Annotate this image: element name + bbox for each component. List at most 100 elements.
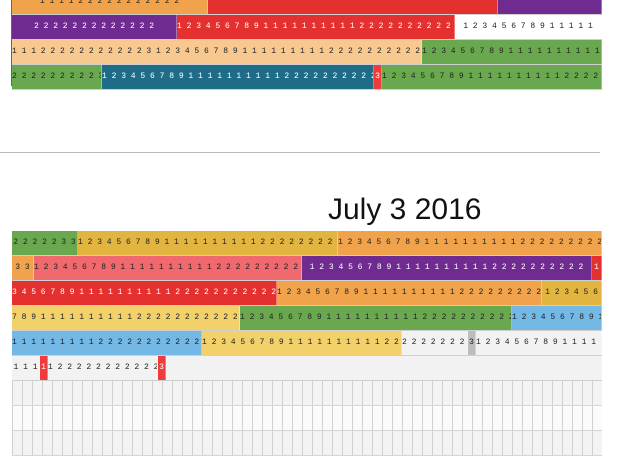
- time-block[interactable]: 1 2 3 4 5 6 7 8 9 1 1 1 1 1 1 1 1 1 1 2 …: [302, 256, 592, 280]
- grid-tick: [282, 406, 283, 430]
- grid-tick: [32, 431, 33, 455]
- time-block[interactable]: 1 2 2 2 2 2 2 2 2 2 2 2 2 3: [48, 356, 158, 380]
- time-block[interactable]: [166, 356, 602, 380]
- grid-tick: [482, 406, 483, 430]
- grid-tick: [362, 381, 363, 405]
- time-block[interactable]: 1 2 3 4 5 6 7 8 9 1: [512, 306, 602, 330]
- time-block[interactable]: 1 1 1: [12, 356, 40, 380]
- time-block[interactable]: 1 2 3 4 5 6: [542, 281, 602, 305]
- grid-tick: [382, 431, 383, 455]
- time-block[interactable]: 1 1 1 2 2 2 2 2 2 2 2 2 2 2 3 1 2 3 4 5 …: [12, 40, 422, 64]
- time-block[interactable]: 7 8 9 1 1 1 1 1 1 1 1 1 1 2 2 2 2 2 2 2 …: [12, 306, 240, 330]
- time-block[interactable]: 1 2 3 4 5 6 7 8 9 1 1 1 1 1 1 1 1 1 1 2 …: [102, 65, 374, 89]
- grid-tick: [192, 381, 193, 405]
- grid-tick: [312, 381, 313, 405]
- time-block[interactable]: 1 2 3 4 5 6 7 8 9 1 1 1 1 1 1 1 1 1 1 2 …: [277, 281, 542, 305]
- time-block[interactable]: 3: [158, 356, 166, 380]
- grid-tick: [262, 406, 263, 430]
- bottom-row: 3 4 5 6 7 8 9 1 1 1 1 1 1 1 1 1 1 2 2 2 …: [12, 281, 602, 306]
- grid-tick: [182, 381, 183, 405]
- grid-tick: [322, 381, 323, 405]
- grid-tick: [592, 406, 593, 430]
- time-block[interactable]: 1 1 1 1 2 2 2 2 2 2 2 2 2 2 2: [12, 0, 208, 14]
- grid-tick: [492, 381, 493, 405]
- grid-tick: [232, 431, 233, 455]
- grid-tick: [142, 431, 143, 455]
- time-block[interactable]: [498, 0, 602, 14]
- grid-tick: [102, 431, 103, 455]
- grid-tick: [352, 431, 353, 455]
- grid-tick: [462, 381, 463, 405]
- grid-tick: [42, 431, 43, 455]
- time-block[interactable]: 1 2 3 4 5 6 7 8 9 1 1 1 1 1 1 1 1 1 1 2 …: [78, 231, 338, 255]
- time-block[interactable]: 1 2 3 4 5 6 7 8 9 1 1 1 1 1 1 1 1 1 1 2 …: [34, 256, 302, 280]
- time-block[interactable]: 3: [468, 331, 476, 355]
- grid-tick: [92, 406, 93, 430]
- grid-tick: [562, 431, 563, 455]
- grid-tick: [232, 406, 233, 430]
- grid-tick: [32, 381, 33, 405]
- grid-tick: [342, 406, 343, 430]
- time-block[interactable]: 3 4 5 6 7 8 9 1 1 1 1 1 1 1 1 1 1 2 2 2 …: [12, 281, 277, 305]
- grid-tick: [162, 406, 163, 430]
- grid-tick: [412, 431, 413, 455]
- grid-tick: [122, 406, 123, 430]
- time-block[interactable]: 1 2 3 4 5 6 7 8 9 1 1 1 1 1 1 1 1 1 1 2: [422, 40, 602, 64]
- time-block[interactable]: 3 3: [12, 256, 34, 280]
- time-block[interactable]: 1 2 3 4 5 6 7 8 9 1 1 1 1 1: [455, 15, 602, 39]
- grid-tick: [252, 406, 253, 430]
- top-row: 1 1 1 1 2 2 2 2 2 2 2 2 2 2 2: [12, 0, 602, 15]
- bottom-row: 7 8 9 1 1 1 1 1 1 1 1 1 1 2 2 2 2 2 2 2 …: [12, 306, 602, 331]
- grid-tick: [522, 381, 523, 405]
- grid-tick: [92, 381, 93, 405]
- grid-tick: [212, 431, 213, 455]
- grid-tick: [372, 406, 373, 430]
- grid-tick: [552, 431, 553, 455]
- time-block[interactable]: 1 2 3 4 5 6 7 8 9 1 1 1 1 1 1 1 1 1 1 2 …: [202, 331, 402, 355]
- time-block[interactable]: 2 2 2 2 2 2 2 2 2 3: [12, 65, 102, 89]
- grid-tick: [112, 381, 113, 405]
- grid-tick: [272, 406, 273, 430]
- grid-tick: [382, 406, 383, 430]
- time-block[interactable]: 1 2 3 4 5 6 7 8 9 1 1 1 1 1 1 1 1 1 1 2 …: [177, 15, 455, 39]
- grid-tick: [452, 381, 453, 405]
- time-block[interactable]: 1 2 3 4 5 6 7 8 9 1 1 1 1 1 1 1 1 1 1 2 …: [338, 231, 602, 255]
- grid-tick: [242, 381, 243, 405]
- time-block[interactable]: 2 2 2 2 2 3 3: [12, 231, 78, 255]
- time-block[interactable]: 1 2 3 4 5 6 7 8 9 1 1 1 1 1 1 1 1 1 1 2 …: [240, 306, 512, 330]
- time-block[interactable]: 1 1 1 1 1 1 1 1 1 2 2 2 2 2 2 2 2 2 2 2 …: [12, 331, 202, 355]
- grid-tick: [542, 381, 543, 405]
- time-block[interactable]: 1 2 3 4 5 6 7 8 9 1 1 1 1 1 1 1 1 1 1 2 …: [382, 65, 602, 89]
- time-block[interactable]: 1: [40, 356, 48, 380]
- grid-tick: [212, 381, 213, 405]
- grid-tick: [582, 406, 583, 430]
- grid-tick: [532, 406, 533, 430]
- time-block[interactable]: 1 2 3 4 5 6 7 8 9 1 1 1 1 1 1: [476, 331, 602, 355]
- grid-tick: [192, 431, 193, 455]
- grid-tick: [112, 406, 113, 430]
- grid-tick: [482, 431, 483, 455]
- grid-tick: [422, 381, 423, 405]
- empty-row: [12, 406, 602, 431]
- grid-tick: [472, 381, 473, 405]
- grid-tick: [412, 406, 413, 430]
- top-row: 1 1 1 2 2 2 2 2 2 2 2 2 2 2 3 1 2 3 4 5 …: [12, 40, 602, 65]
- time-block[interactable]: 3: [374, 65, 382, 89]
- grid-tick: [12, 381, 13, 405]
- grid-tick: [102, 381, 103, 405]
- grid-tick: [292, 406, 293, 430]
- grid-tick: [202, 381, 203, 405]
- time-block[interactable]: 2 2 2 2 2 2 2 2 2 2 2 2 2: [12, 15, 177, 39]
- grid-tick: [352, 381, 353, 405]
- grid-tick: [532, 381, 533, 405]
- grid-tick: [582, 431, 583, 455]
- grid-tick: [442, 406, 443, 430]
- grid-tick: [52, 406, 53, 430]
- grid-tick: [52, 381, 53, 405]
- time-block[interactable]: [208, 0, 498, 14]
- grid-tick: [392, 431, 393, 455]
- time-block[interactable]: 1: [592, 256, 602, 280]
- time-block[interactable]: 2 2 2 2 2 2 2 2: [402, 331, 468, 355]
- grid-tick: [272, 431, 273, 455]
- grid-tick: [542, 431, 543, 455]
